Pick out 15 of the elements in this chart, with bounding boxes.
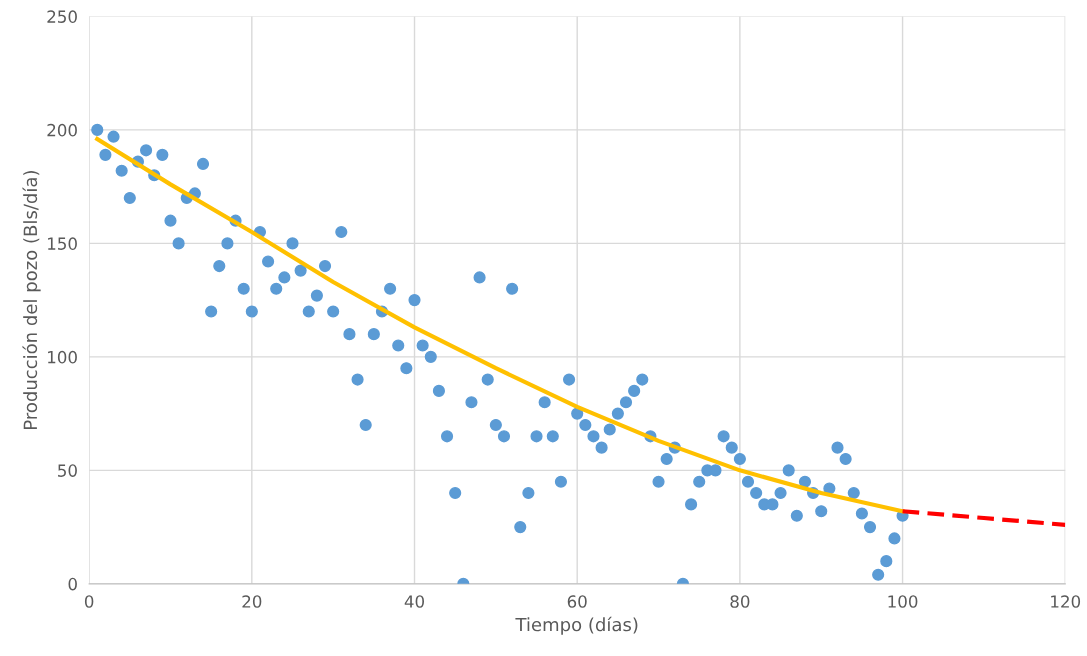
y-tick-label: 200	[47, 123, 77, 137]
x-tick-label: 120	[1051, 595, 1081, 608]
x-axis-title: Tiempo (días)	[515, 616, 638, 635]
x-tick-label: 80	[730, 595, 750, 608]
x-tick-label: 20	[242, 595, 262, 608]
y-axis-title: Producción del pozo (Bls/día)	[22, 171, 41, 429]
y-tick-label: 100	[48, 350, 77, 364]
y-tick-label: 50	[58, 464, 77, 477]
x-tick-label: 0	[84, 595, 94, 608]
y-tick-label: 250	[47, 10, 77, 23]
x-tick-label: 100	[888, 595, 918, 608]
y-tick-label: 150	[48, 237, 77, 250]
y-tick-label: 0	[68, 577, 77, 591]
x-tick-label: 60	[567, 595, 587, 608]
x-tick-label: 40	[404, 595, 425, 608]
